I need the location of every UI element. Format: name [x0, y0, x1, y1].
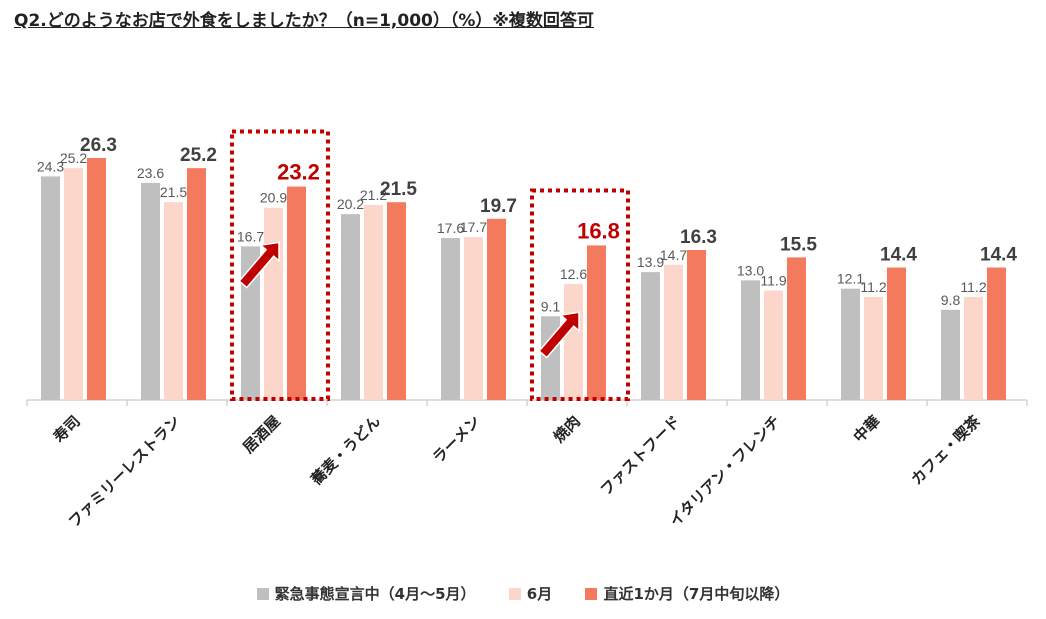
arrow-shape [538, 311, 580, 359]
bar-3 [587, 245, 606, 400]
bar-2 [664, 264, 683, 400]
legend-swatch [256, 588, 269, 600]
bar-1 [541, 316, 560, 400]
bar-3 [487, 218, 506, 400]
trend-arrow-icon [538, 311, 580, 359]
bar-3 [987, 267, 1006, 400]
data-label: 15.5 [780, 234, 817, 255]
data-label: 16.7 [237, 228, 264, 244]
bar-3 [687, 250, 706, 400]
data-label: 13.9 [637, 254, 664, 270]
bar-1 [41, 176, 60, 400]
bar-3 [887, 267, 906, 400]
bar-2 [464, 237, 483, 400]
bar-1 [441, 238, 460, 400]
highlight-box [530, 188, 630, 401]
category-label: カフェ・喫茶 [907, 411, 984, 488]
data-label: 14.4 [980, 245, 1017, 266]
data-label: 11.2 [960, 279, 986, 295]
data-label: 16.8 [577, 218, 620, 243]
category-label: 蕎麦・うどん [307, 412, 384, 489]
data-label: 21.5 [160, 184, 187, 200]
bar-2 [564, 284, 583, 400]
bar-1 [841, 288, 860, 400]
data-label: 12.6 [560, 266, 587, 282]
legend-item-series-3: 直近1か月（7月中旬以降） [585, 583, 789, 604]
legend-label: 直近1か月（7月中旬以降） [603, 585, 790, 603]
chart-title: Q2.どのようなお店で外食をしましたか？（n=1,000）（%）※複数回答可 [14, 11, 594, 31]
legend: 緊急事態宣言中（4月～5月） 6月 直近1か月（7月中旬以降） [0, 583, 1046, 604]
data-label: 23.2 [277, 160, 320, 185]
category-label: ラーメン [429, 412, 484, 467]
legend-swatch [585, 588, 598, 600]
category-label: ファストフード [597, 412, 684, 499]
legend-label: 6月 [526, 585, 553, 603]
category-label: 焼肉 [550, 412, 584, 446]
bar-3 [87, 158, 106, 400]
data-label: 25.2 [60, 150, 87, 166]
category-label: イタリアン・フレンチ [666, 412, 784, 530]
data-label: 24.3 [37, 158, 64, 174]
bar-1 [341, 214, 360, 400]
data-label: 11.2 [860, 279, 886, 295]
data-label: 11.9 [760, 273, 786, 289]
category-label: 居酒屋 [239, 412, 284, 457]
bar-2 [364, 204, 383, 400]
bar-2 [264, 207, 283, 400]
data-label: 9.8 [941, 292, 961, 308]
data-label: 21.2 [360, 187, 387, 203]
bar-2 [864, 296, 883, 400]
data-label: 20.2 [337, 196, 364, 212]
trend-arrow-icon [238, 241, 280, 289]
bar-3 [187, 168, 206, 400]
data-label: 9.1 [541, 298, 561, 314]
data-label: 26.3 [80, 135, 117, 156]
bar-2 [964, 296, 983, 400]
bar-3 [287, 186, 306, 400]
data-label: 20.9 [260, 190, 287, 206]
bar-1 [741, 280, 760, 400]
data-label: 21.5 [380, 179, 417, 200]
data-label: 14.7 [660, 247, 687, 263]
bar-chart: 24.325.226.3寿司23.621.525.2ファミリーレストラン16.7… [26, 129, 1028, 531]
data-label: 17.7 [460, 219, 487, 235]
data-label: 12.1 [837, 271, 864, 287]
data-label: 16.3 [680, 227, 717, 248]
data-label: 14.4 [880, 245, 917, 266]
data-label: 17.6 [437, 220, 464, 236]
highlight-box [230, 129, 330, 401]
bar-1 [941, 309, 960, 400]
bar-2 [64, 168, 83, 400]
arrow-shape [238, 241, 280, 289]
category-label: ファミリーレストラン [65, 412, 184, 531]
bar-2 [764, 290, 783, 400]
legend-swatch [508, 588, 521, 600]
category-label: 寿司 [50, 412, 84, 446]
bar-1 [641, 272, 660, 400]
legend-label: 緊急事態宣言中（4月～5月） [274, 585, 476, 603]
data-label: 19.7 [480, 196, 517, 217]
legend-item-series-2: 6月 [508, 583, 553, 604]
bar-3 [787, 257, 806, 400]
bar-3 [387, 202, 406, 400]
category-label: 中華 [850, 412, 884, 446]
bar-1 [141, 182, 160, 400]
data-label: 25.2 [180, 145, 217, 166]
data-label: 23.6 [137, 165, 164, 181]
bar-2 [164, 202, 183, 400]
data-label: 13.0 [737, 262, 764, 278]
legend-item-series-1: 緊急事態宣言中（4月～5月） [256, 583, 476, 604]
